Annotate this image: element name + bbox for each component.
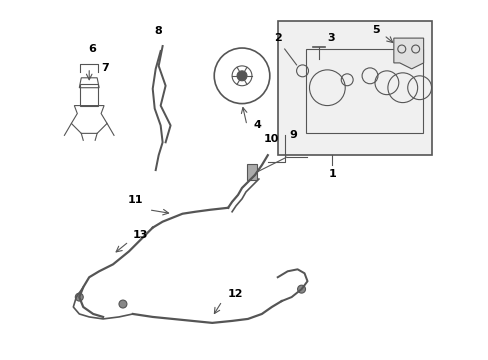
- Text: 5: 5: [371, 25, 379, 35]
- Text: 6: 6: [88, 44, 96, 54]
- Text: 7: 7: [101, 63, 109, 73]
- Text: 12: 12: [228, 289, 243, 299]
- Text: 9: 9: [289, 130, 297, 140]
- Bar: [80, 84, 98, 105]
- Circle shape: [75, 293, 83, 301]
- Circle shape: [297, 285, 305, 293]
- Text: 2: 2: [273, 33, 281, 43]
- Circle shape: [119, 300, 127, 308]
- Text: 3: 3: [326, 33, 334, 43]
- Bar: [277, 21, 431, 155]
- Bar: [246, 164, 256, 180]
- Text: 10: 10: [264, 134, 279, 144]
- Polygon shape: [393, 38, 423, 69]
- Text: 8: 8: [155, 26, 162, 36]
- Circle shape: [237, 71, 246, 81]
- Bar: [305, 49, 422, 133]
- Text: 4: 4: [253, 121, 261, 130]
- Text: 1: 1: [328, 169, 336, 179]
- Text: 13: 13: [133, 230, 148, 239]
- Text: 11: 11: [128, 195, 143, 205]
